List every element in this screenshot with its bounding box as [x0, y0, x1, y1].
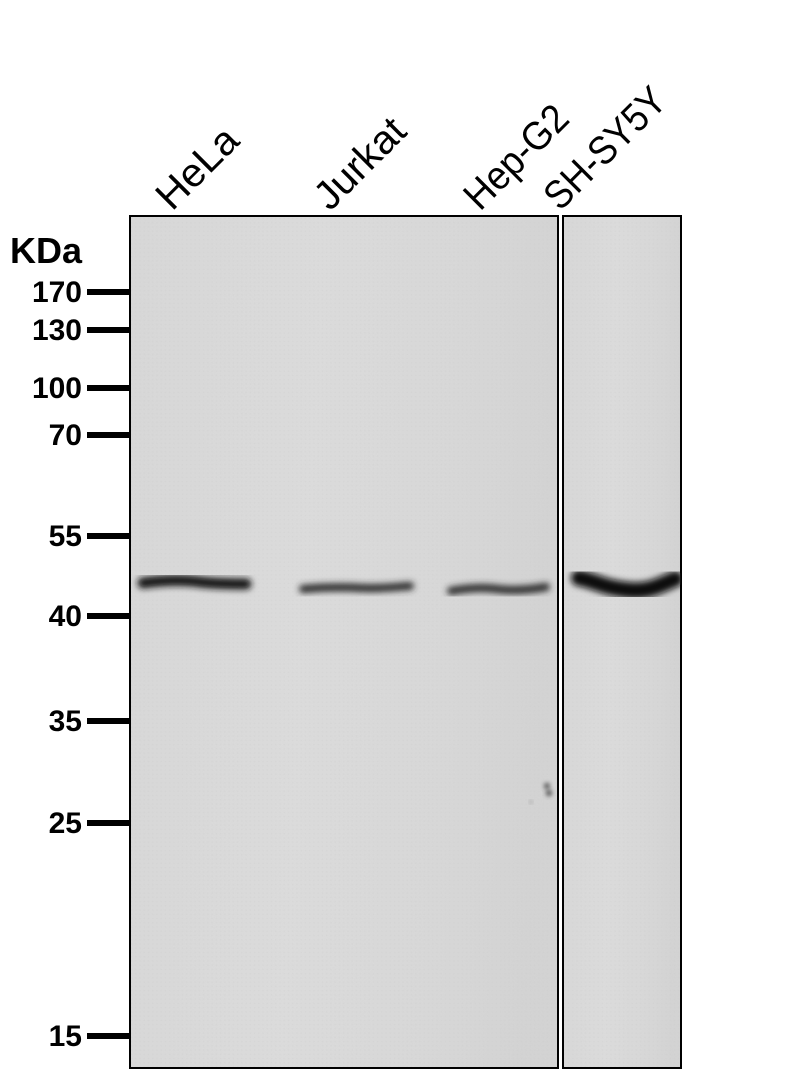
svg-text:55: 55: [49, 520, 82, 553]
svg-text:25: 25: [49, 807, 82, 840]
svg-text:HeLa: HeLa: [147, 117, 248, 218]
svg-text:15: 15: [49, 1020, 82, 1053]
svg-text:KDa: KDa: [10, 230, 83, 271]
svg-text:170: 170: [32, 276, 82, 309]
svg-text:130: 130: [32, 314, 82, 347]
svg-text:40: 40: [49, 600, 82, 633]
svg-text:100: 100: [32, 372, 82, 405]
svg-text:35: 35: [49, 705, 82, 738]
svg-text:Jurkat: Jurkat: [305, 109, 415, 219]
svg-text:70: 70: [49, 419, 82, 452]
